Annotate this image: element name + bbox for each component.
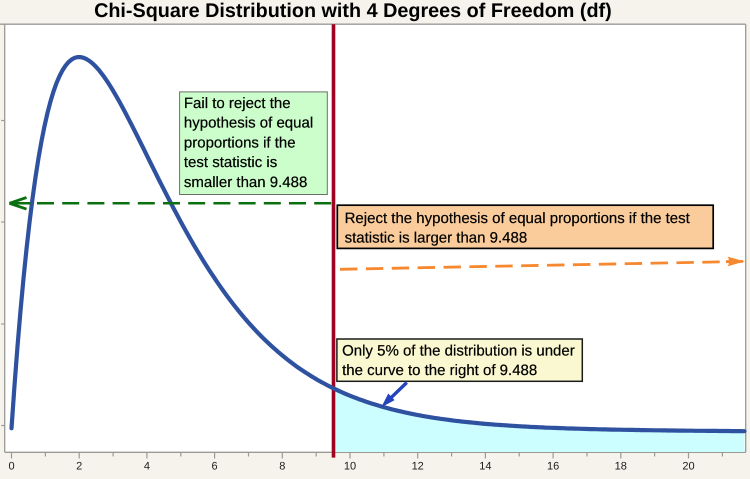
svg-text:10: 10 bbox=[344, 461, 356, 473]
svg-text:18: 18 bbox=[615, 461, 627, 473]
svg-text:test statistic is: test statistic is bbox=[184, 154, 277, 171]
svg-text:Reject the hypothesis of equal: Reject the hypothesis of equal proportio… bbox=[345, 210, 691, 227]
svg-text:Fail to reject the: Fail to reject the bbox=[184, 95, 291, 112]
svg-text:smaller than 9.488: smaller than 9.488 bbox=[184, 174, 307, 191]
svg-text:Only 5% of the distribution is: Only 5% of the distribution is under bbox=[342, 342, 575, 359]
svg-text:hypothesis of equal: hypothesis of equal bbox=[184, 115, 313, 132]
svg-text:0: 0 bbox=[8, 461, 14, 473]
svg-text:16: 16 bbox=[547, 461, 559, 473]
svg-text:14: 14 bbox=[479, 461, 491, 473]
svg-text:20: 20 bbox=[682, 461, 694, 473]
svg-text:Chi-Square Distribution with 4: Chi-Square Distribution with 4 Degrees o… bbox=[94, 0, 612, 22]
svg-text:12: 12 bbox=[412, 461, 424, 473]
svg-text:proportions if the: proportions if the bbox=[184, 134, 296, 151]
svg-text:2: 2 bbox=[76, 461, 82, 473]
svg-text:statistic is larger than 9.488: statistic is larger than 9.488 bbox=[345, 230, 528, 247]
svg-text:6: 6 bbox=[212, 461, 218, 473]
svg-text:the curve to the right of 9.48: the curve to the right of 9.488 bbox=[342, 362, 537, 379]
svg-text:8: 8 bbox=[279, 461, 285, 473]
svg-text:4: 4 bbox=[144, 461, 150, 473]
